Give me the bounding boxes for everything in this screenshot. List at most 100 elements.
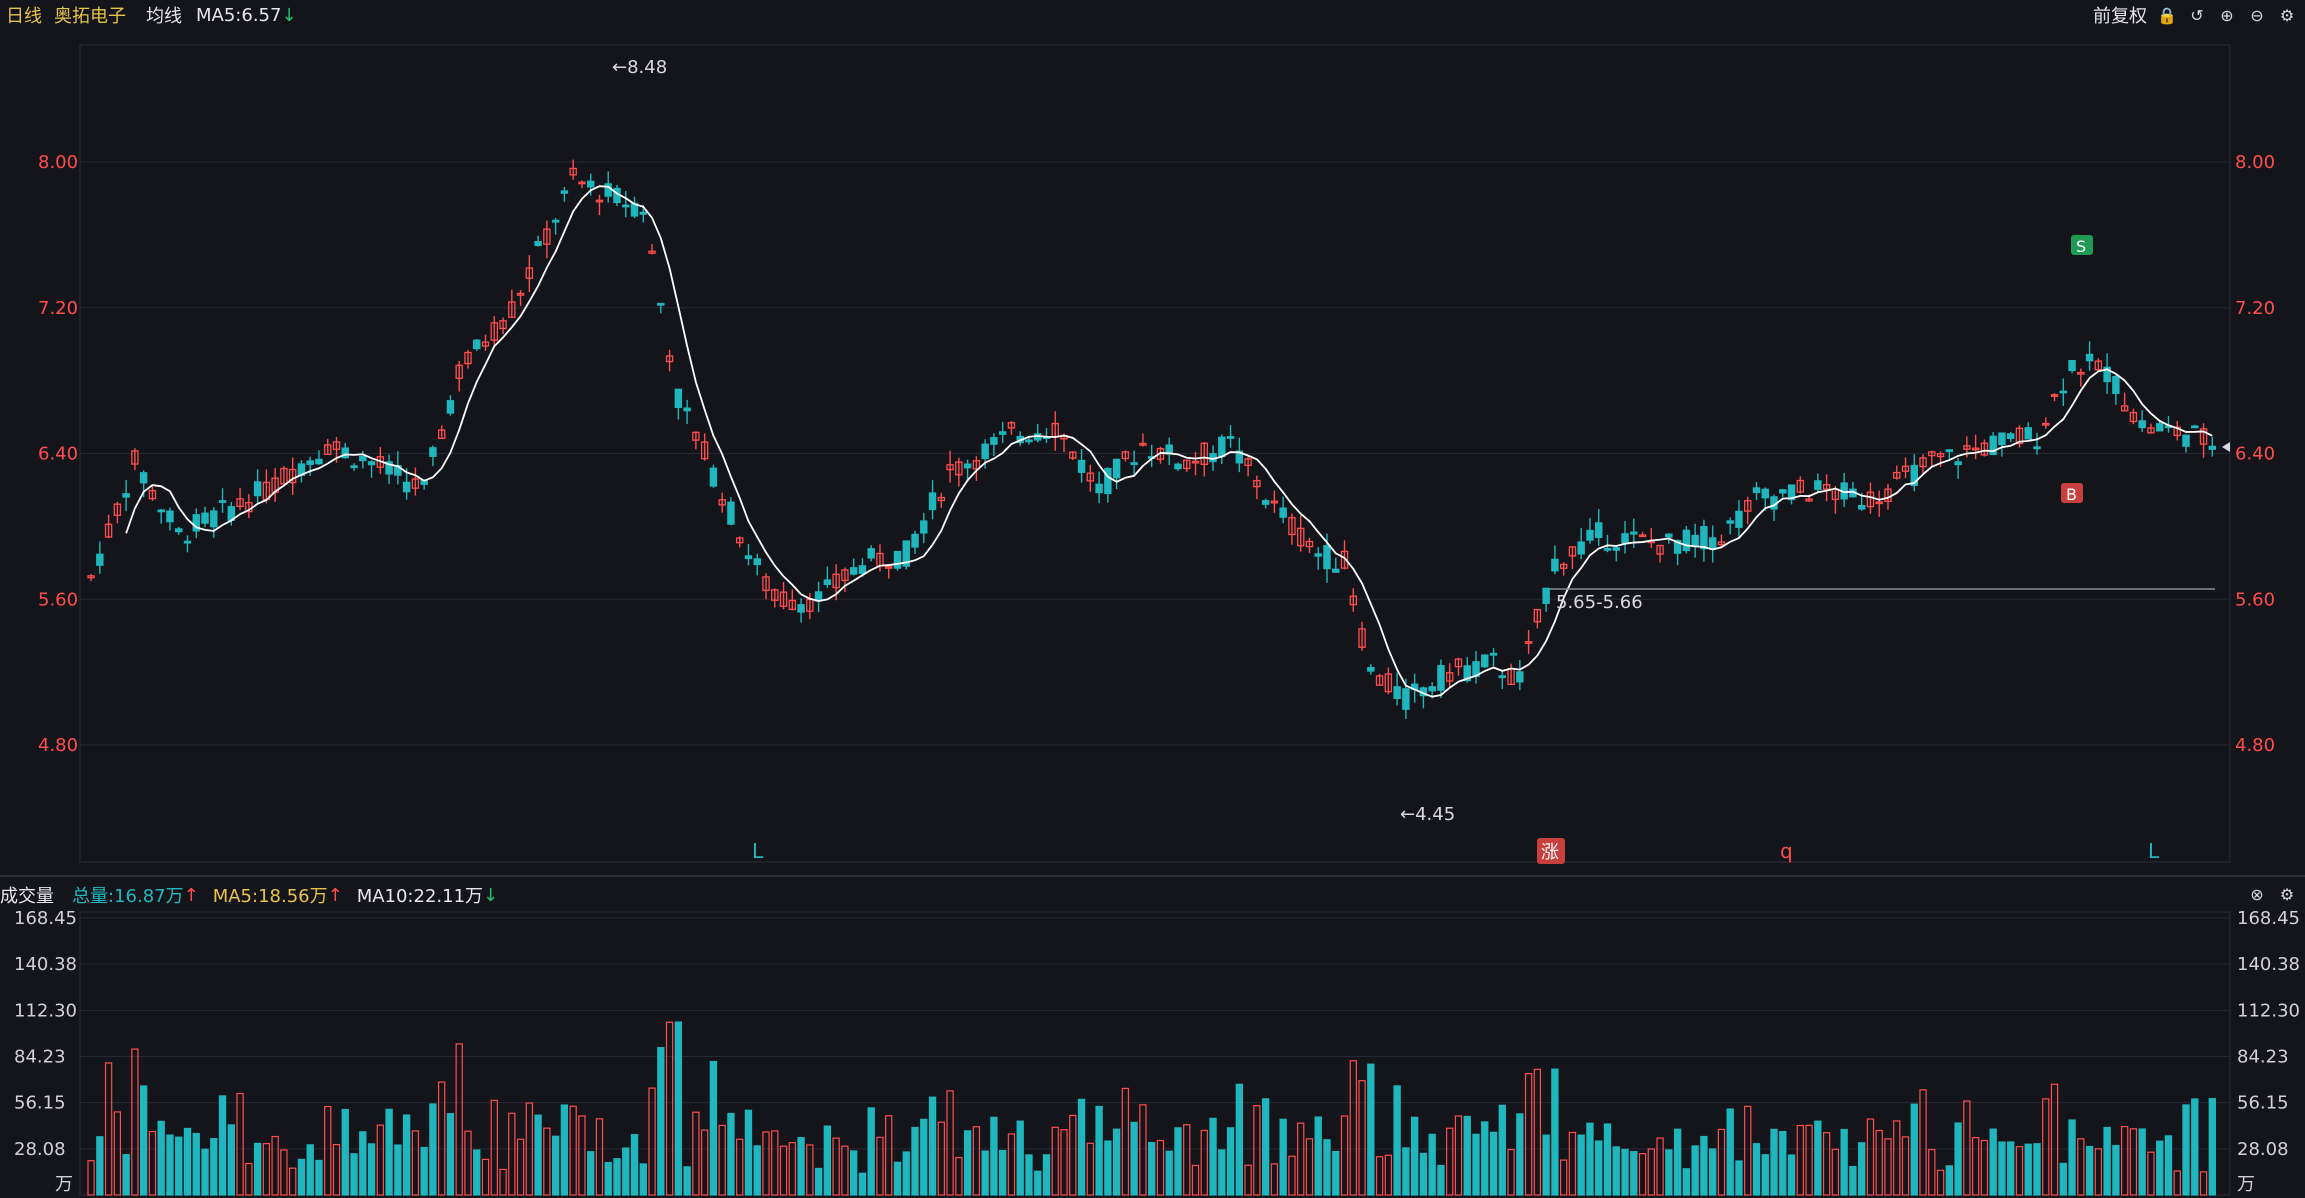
candle-body — [771, 589, 779, 601]
candle-body — [490, 322, 498, 341]
candle-body — [1638, 534, 1647, 538]
volume-bar — [385, 1108, 393, 1196]
volume-bar — [1831, 1148, 1840, 1196]
volume-bar — [1866, 1118, 1875, 1196]
candle-body — [1489, 652, 1498, 656]
candle-body — [2147, 427, 2155, 434]
candle-body — [2138, 420, 2146, 429]
volume-bar — [1069, 1114, 1077, 1196]
candle-body — [1744, 500, 1752, 512]
candle-body — [508, 301, 516, 318]
candle-body — [1989, 435, 1997, 455]
candle-body — [455, 364, 463, 379]
volume-bar — [183, 1127, 192, 1196]
volume-bar — [508, 1112, 516, 1196]
candle-body — [157, 509, 165, 513]
volume-bar — [832, 1137, 840, 1196]
volume-bar — [131, 1048, 139, 1196]
volume-bar — [1542, 1134, 1550, 1196]
candle-body — [2068, 359, 2076, 372]
candle-body — [1559, 563, 1568, 569]
candle-body — [1191, 460, 1200, 464]
candle-body — [148, 489, 157, 500]
volume-bar — [227, 1124, 235, 1196]
volume-bar — [963, 1130, 972, 1196]
candle-body — [998, 431, 1007, 435]
candle-body — [893, 550, 902, 569]
volume-bar — [245, 1162, 253, 1196]
high-label: ←8.48 — [612, 57, 667, 78]
volume-bar — [411, 1130, 420, 1196]
volume-bar — [104, 1062, 113, 1196]
candle-body — [920, 520, 928, 534]
candle-body — [104, 523, 113, 538]
candle-body — [1323, 545, 1331, 570]
volume-bar — [157, 1120, 165, 1196]
candle-body — [359, 455, 367, 462]
gear-icon[interactable]: ⚙ — [2279, 884, 2295, 904]
ma-group-label[interactable]: 均线 — [146, 6, 182, 27]
volume-bar — [902, 1151, 910, 1196]
volume-bar — [490, 1099, 498, 1196]
volume-bar — [2129, 1128, 2138, 1196]
volume-bar — [622, 1147, 630, 1196]
volume-bar — [201, 1148, 209, 1196]
volume-bar — [289, 1167, 297, 1196]
undo-icon[interactable]: ↺ — [2190, 5, 2204, 25]
volume-bar — [1007, 1133, 1016, 1196]
candle-body — [849, 567, 858, 575]
volume-bar — [1945, 1165, 1954, 1196]
signal-b: B — [2066, 485, 2077, 504]
candle-body — [1402, 688, 1410, 710]
candle-body — [2059, 390, 2068, 394]
candle-body — [280, 467, 288, 485]
volume-bar — [534, 1114, 542, 1196]
candle-body — [1498, 675, 1507, 679]
volume-bar — [1673, 1128, 1682, 1196]
period-label[interactable]: 日线 — [6, 6, 42, 27]
stock-name[interactable]: 奥拓电子 — [54, 6, 126, 27]
candle-body — [1314, 553, 1322, 557]
volume-bar — [1638, 1153, 1647, 1196]
volume-bar — [1297, 1122, 1305, 1196]
volume-bar — [797, 1137, 805, 1196]
zoom-in-icon[interactable]: ⊕ — [2220, 5, 2234, 25]
volume-bar — [1086, 1142, 1094, 1196]
ma5-value: MA5:6.57 — [196, 4, 282, 26]
volume-bar — [718, 1124, 726, 1196]
candle-body — [1077, 459, 1086, 473]
candle-body — [192, 514, 200, 532]
zoom-out-icon[interactable]: ⊖ — [2250, 5, 2264, 25]
close-icon[interactable]: ⊗ — [2250, 884, 2264, 904]
volume-bar — [1191, 1164, 1200, 1196]
volume-bar — [1034, 1170, 1042, 1196]
price-tick-left: 6.40 — [38, 444, 78, 465]
candle-body — [525, 267, 534, 279]
candle-body — [963, 463, 972, 469]
volume-title[interactable]: 成交量 — [0, 886, 54, 907]
candle-body — [1244, 458, 1252, 467]
candle-body — [122, 493, 130, 498]
candle-body — [657, 302, 665, 306]
candle-body — [1875, 501, 1883, 505]
volume-bar — [999, 1149, 1007, 1196]
candle-body — [1358, 628, 1366, 648]
volume-bar — [1971, 1136, 1980, 1196]
gear-icon[interactable]: ⚙ — [2279, 5, 2295, 25]
candle-body — [911, 533, 919, 548]
volume-bar — [429, 1103, 437, 1196]
candle-body — [183, 540, 192, 544]
volume-bar — [1384, 1154, 1393, 1196]
volume-header: 成交量 总量:16.87万 ↑ MA5:18.56万 ↑ MA10:22.11万… — [0, 880, 2305, 910]
volume-bar — [525, 1102, 534, 1196]
candle-body — [437, 429, 446, 440]
candle-body — [2173, 426, 2181, 437]
candle-body — [2094, 360, 2103, 371]
candle-body — [2191, 425, 2199, 429]
lock-icon[interactable]: 🔒 — [2157, 5, 2177, 25]
volume-bar — [1349, 1060, 1357, 1196]
volume-bar — [1095, 1105, 1103, 1196]
adjust-button[interactable]: 前复权 — [2093, 6, 2147, 27]
candle-body — [788, 599, 797, 611]
